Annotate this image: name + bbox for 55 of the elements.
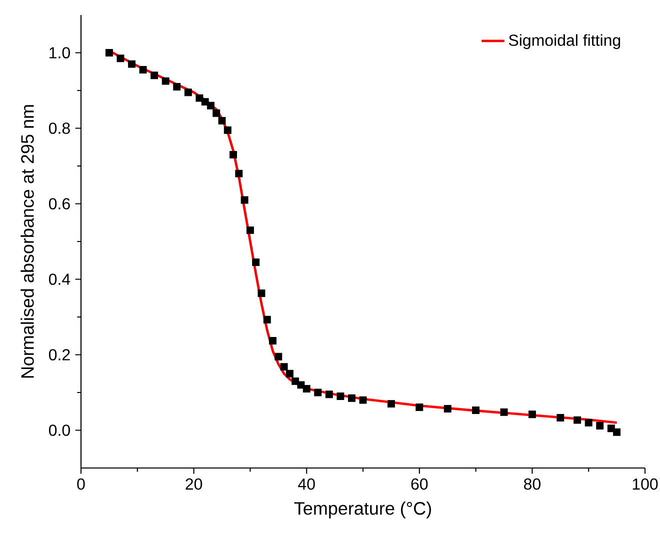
- point: [162, 77, 170, 85]
- point: [280, 363, 288, 371]
- point: [263, 316, 271, 324]
- point: [224, 126, 232, 134]
- y-tick-label: 0.0: [48, 424, 70, 436]
- point: [218, 116, 226, 124]
- point: [556, 414, 564, 422]
- point: [269, 337, 276, 345]
- point: [139, 66, 147, 74]
- point: [230, 150, 238, 158]
- x-tick-label: 0: [77, 478, 85, 490]
- point: [472, 406, 480, 414]
- y-tick-label: 0.8: [48, 122, 70, 134]
- point: [184, 88, 192, 96]
- y-tick-label: 0.6: [48, 198, 70, 210]
- legend-label: Sigmoidal fitting: [508, 34, 620, 50]
- point: [387, 400, 395, 408]
- point: [274, 352, 282, 360]
- x-tick-label: 80: [524, 478, 540, 490]
- x-tick-label: 40: [298, 478, 315, 490]
- point: [235, 170, 243, 178]
- point: [584, 418, 592, 426]
- point: [286, 370, 294, 378]
- y-tick-label: 0.2: [48, 349, 70, 360]
- point: [302, 384, 310, 392]
- point: [173, 82, 181, 90]
- y-tick-label: 0.4: [48, 274, 70, 285]
- point: [252, 258, 260, 266]
- x-tick-label: 100: [632, 478, 658, 490]
- point: [416, 403, 424, 411]
- point: [128, 60, 136, 68]
- point: [325, 390, 333, 398]
- point: [240, 196, 248, 204]
- point: [212, 109, 220, 117]
- x-axis-title: Temperature (°C): [294, 502, 431, 518]
- point: [444, 404, 452, 412]
- point: [246, 226, 254, 234]
- x-tick-label: 20: [186, 478, 202, 490]
- point: [116, 54, 124, 62]
- y-axis-title: Normalised absorbance at 295 nm: [20, 105, 34, 378]
- y-tick-label: 1.0: [50, 47, 70, 58]
- point: [574, 416, 582, 424]
- point: [105, 49, 113, 56]
- point: [613, 428, 621, 436]
- point: [258, 289, 266, 297]
- point: [336, 392, 344, 400]
- point: [314, 388, 322, 396]
- x-tick-label: 60: [411, 478, 428, 490]
- point: [359, 396, 367, 404]
- point: [348, 394, 356, 402]
- point: [528, 410, 536, 418]
- point: [596, 422, 604, 430]
- point: [206, 102, 214, 110]
- point: [500, 408, 508, 416]
- point: [150, 72, 158, 80]
